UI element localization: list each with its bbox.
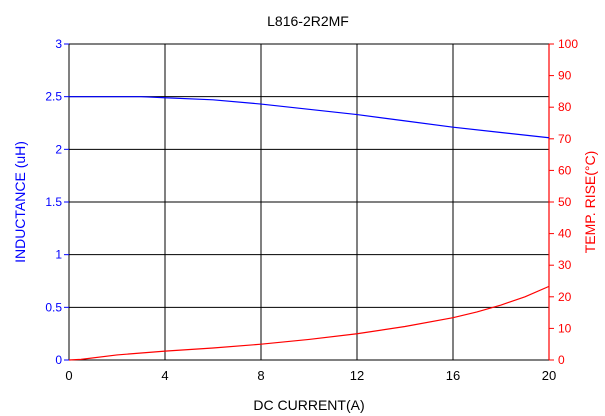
- y-left-tick-label: 0.5: [45, 300, 62, 314]
- x-tick-label: 0: [65, 368, 72, 383]
- x-tick-label: 4: [161, 368, 168, 383]
- y-left-tick-label: 0: [55, 353, 62, 367]
- y-axis-label-right: TEMP. RISE(°C): [582, 151, 598, 254]
- right-axis-ticks: 0 10 20 30 40 50 60 70 80 90 100: [548, 37, 578, 367]
- y-right-tick-label: 60: [558, 163, 572, 177]
- y-right-tick-label: 30: [558, 258, 572, 272]
- y-right-tick-label: 70: [558, 132, 572, 146]
- y-right-tick-label: 100: [558, 37, 578, 51]
- left-axis-ticks: 0 0.5 1 1.5 2 2.5 3: [45, 37, 69, 367]
- y-right-tick-label: 20: [558, 290, 572, 304]
- bottom-axis-ticks: 0 4 8 12 16 20: [65, 368, 556, 383]
- x-tick-label: 8: [257, 368, 264, 383]
- chart-title: L816-2R2MF: [267, 13, 349, 29]
- y-left-tick-label: 2.5: [45, 90, 62, 104]
- x-tick-label: 12: [350, 368, 364, 383]
- x-tick-label: 16: [446, 368, 460, 383]
- y-right-tick-label: 50: [558, 195, 572, 209]
- y-left-tick-label: 1.5: [45, 195, 62, 209]
- y-right-tick-label: 40: [558, 227, 572, 241]
- y-right-tick-label: 80: [558, 100, 572, 114]
- y-left-tick-label: 1: [55, 248, 62, 262]
- temperature-rise-series-line: [68, 285, 550, 361]
- x-axis-label: DC CURRENT(A): [253, 397, 364, 413]
- series-group: [68, 96, 550, 361]
- inductance-series-line: [69, 96, 550, 139]
- grid: [69, 44, 549, 360]
- y-left-tick-label: 3: [55, 37, 62, 51]
- x-tick-label: 20: [542, 368, 556, 383]
- y-right-tick-label: 90: [558, 69, 572, 83]
- y-right-tick-label: 0: [558, 353, 565, 367]
- y-right-tick-label: 10: [558, 321, 572, 335]
- y-axis-label-left: INDUCTANCE (uH): [12, 141, 28, 263]
- y-left-tick-label: 2: [55, 142, 62, 156]
